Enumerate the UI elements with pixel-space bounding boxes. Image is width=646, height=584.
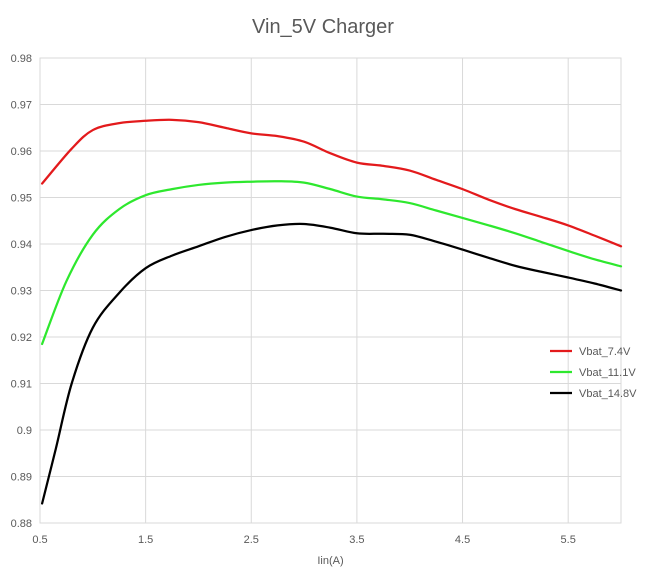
series-line-vbat-14-8v — [40, 222, 623, 505]
y-tick-label: 0.96 — [11, 146, 32, 158]
y-tick-label: 0.91 — [11, 379, 32, 391]
x-gridlines — [39, 58, 569, 523]
legend-entry: Vbat_14.8V — [579, 388, 637, 400]
y-tick-label: 0.95 — [11, 193, 32, 205]
legend-entry: Vbat_11.1V — [579, 367, 636, 379]
y-tick-label: 0.97 — [11, 100, 32, 112]
legend-entry: Vbat_7.4V — [579, 346, 631, 358]
legend: Vbat_7.4V Vbat_11.1V Vbat_14.8V — [550, 346, 637, 400]
chart-title: Vin_5V Charger — [252, 16, 394, 38]
series-line-vbat-11-1v — [40, 180, 623, 346]
y-gridlines — [40, 57, 621, 524]
series-lines — [40, 118, 623, 505]
y-tick-label: 0.94 — [11, 239, 32, 251]
x-axis-tick-labels: 0.5 1.5 2.5 3.5 4.5 5.5 — [32, 534, 575, 546]
y-tick-label: 0.98 — [11, 53, 32, 65]
x-tick-label: 2.5 — [244, 534, 259, 546]
y-tick-label: 0.88 — [11, 518, 32, 530]
y-tick-label: 0.92 — [11, 332, 32, 344]
x-tick-label: 1.5 — [138, 534, 153, 546]
x-tick-label: 4.5 — [455, 534, 470, 546]
y-tick-label: 0.9 — [17, 425, 32, 437]
x-tick-label: 3.5 — [349, 534, 364, 546]
x-tick-label: 0.5 — [32, 534, 47, 546]
series-line-vbat-7-4v — [40, 118, 623, 248]
x-axis-label: Iin(A) — [317, 555, 343, 567]
x-tick-label: 5.5 — [561, 534, 576, 546]
y-tick-label: 0.89 — [11, 472, 32, 484]
y-axis-tick-labels: 0.88 0.89 0.9 0.91 0.92 0.93 0.94 0.95 0.96 0.97 0… — [11, 53, 32, 530]
y-tick-label: 0.93 — [11, 286, 32, 298]
